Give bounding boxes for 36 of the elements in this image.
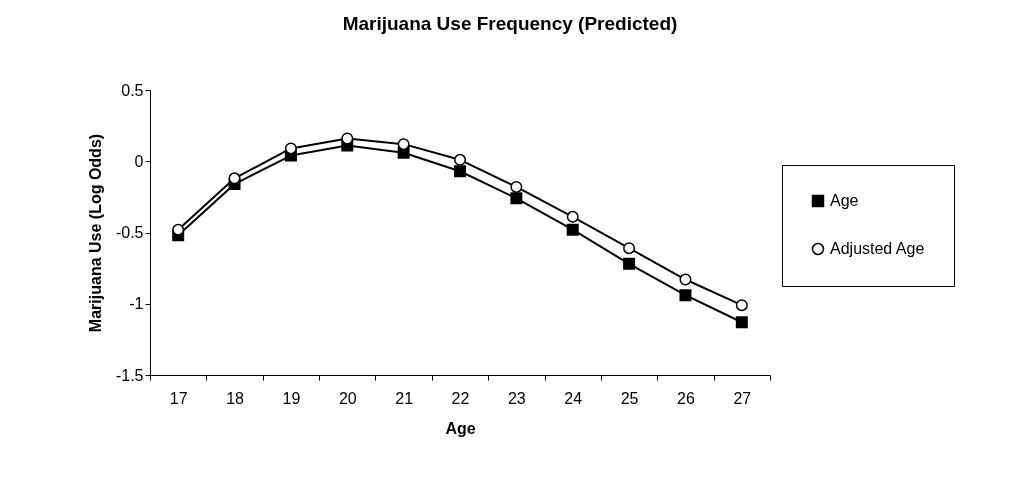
point <box>679 273 692 286</box>
point <box>228 172 241 185</box>
x-tick-label: 24 <box>564 389 583 407</box>
x-tick-label: 23 <box>507 389 526 407</box>
point <box>510 192 523 205</box>
point <box>510 180 523 193</box>
legend-label: Age <box>830 192 859 209</box>
point <box>566 210 579 223</box>
y-tick-label: -1 <box>129 295 144 313</box>
point <box>623 257 636 270</box>
chart-title: Marijuana Use Frequency (Predicted) <box>342 13 678 34</box>
point <box>566 223 579 236</box>
y-tick-label: -1.5 <box>115 366 144 384</box>
legend-label: Adjusted Age <box>830 240 925 257</box>
y-tick-label: -0.5 <box>115 224 144 241</box>
point <box>623 242 636 255</box>
x-tick-label: 18 <box>226 389 245 407</box>
x-tick-label: 17 <box>169 389 188 407</box>
point <box>679 289 692 302</box>
x-tick-label: 21 <box>395 389 414 407</box>
point <box>172 223 185 236</box>
y-axis-title: Marijuana Use (Log Odds) <box>86 133 104 333</box>
x-tick-label: 19 <box>282 389 301 407</box>
x-tick-label: 22 <box>451 389 470 407</box>
x-tick-label: 27 <box>733 389 752 407</box>
point <box>735 299 748 312</box>
x-tick-label: 25 <box>620 389 639 407</box>
point <box>454 165 466 178</box>
y-tick-label: 0.5 <box>121 81 144 99</box>
x-axis-title: Age <box>445 419 476 437</box>
point <box>454 153 466 166</box>
x-tick-label: 20 <box>338 389 357 407</box>
x-tick-label: 26 <box>677 389 695 407</box>
y-tick-label: 0 <box>134 152 144 170</box>
point <box>735 316 748 329</box>
point <box>284 142 297 155</box>
